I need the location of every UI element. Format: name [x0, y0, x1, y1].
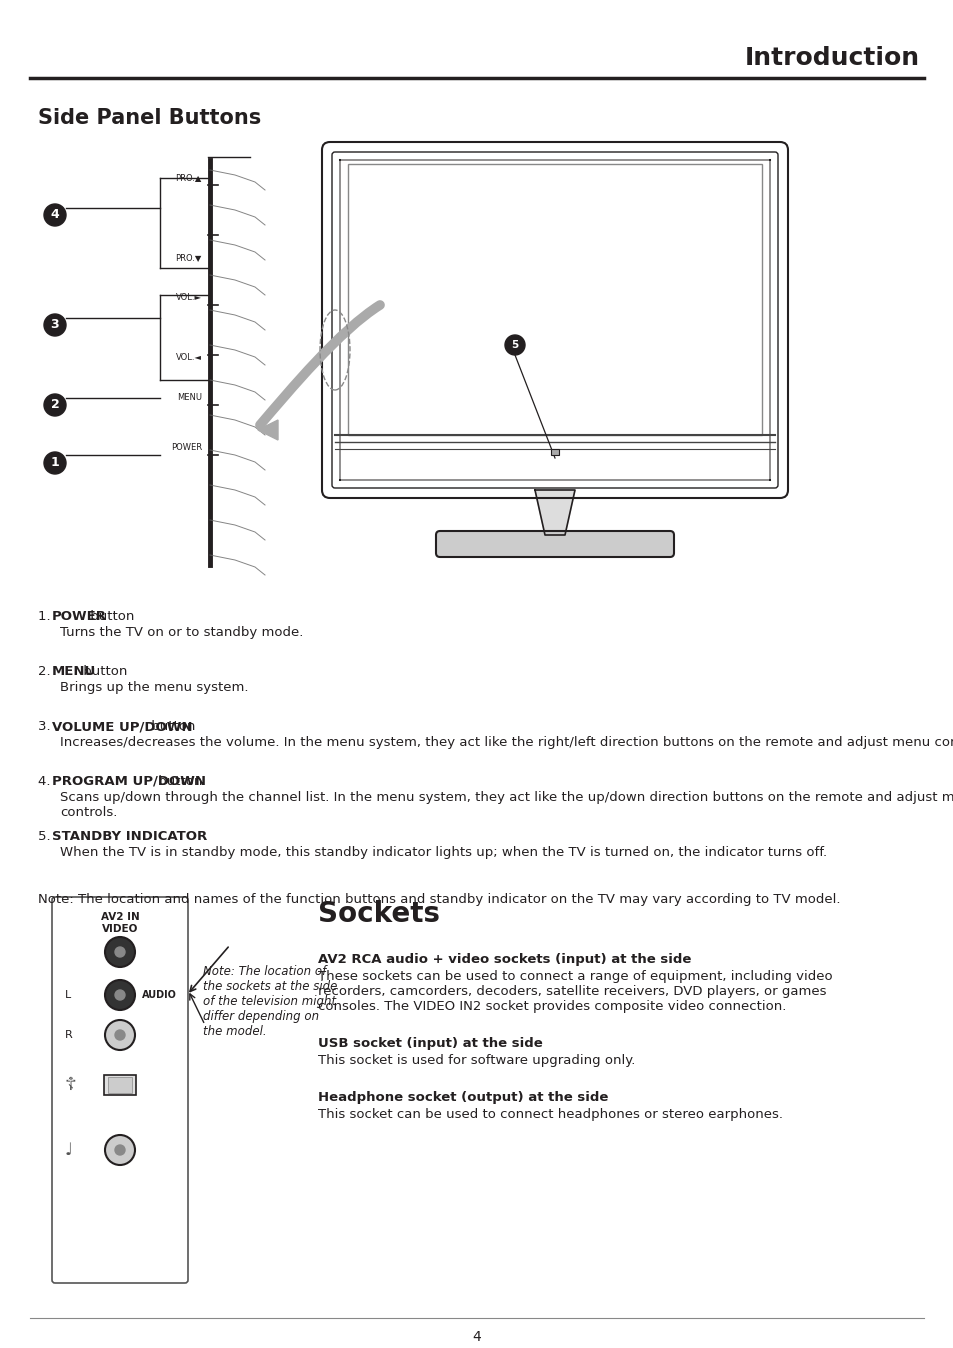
Circle shape — [105, 937, 135, 967]
Text: Turns the TV on or to standby mode.: Turns the TV on or to standby mode. — [60, 625, 303, 639]
Text: These sockets can be used to connect a range of equipment, including video
recor: These sockets can be used to connect a r… — [317, 971, 832, 1012]
Text: VOLUME UP/DOWN: VOLUME UP/DOWN — [52, 720, 193, 733]
Text: POWER: POWER — [171, 443, 202, 453]
Text: Sockets: Sockets — [317, 900, 439, 927]
Bar — [108, 1077, 132, 1093]
Text: button: button — [147, 720, 195, 733]
Text: 3.: 3. — [38, 720, 55, 733]
Text: L: L — [65, 989, 71, 1000]
FancyBboxPatch shape — [436, 531, 673, 557]
Circle shape — [115, 948, 125, 957]
Text: Scans up/down through the channel list. In the menu system, they act like the up: Scans up/down through the channel list. … — [60, 791, 953, 820]
Text: MENU: MENU — [177, 394, 202, 403]
Circle shape — [44, 204, 66, 226]
Circle shape — [44, 452, 66, 474]
Text: VOL.◄: VOL.◄ — [175, 353, 202, 363]
Text: VOL.►: VOL.► — [175, 294, 202, 302]
Text: R: R — [65, 1030, 72, 1041]
Text: This socket is used for software upgrading only.: This socket is used for software upgradi… — [317, 1054, 635, 1068]
Circle shape — [105, 980, 135, 1010]
Bar — [104, 1074, 136, 1095]
Text: 2: 2 — [51, 399, 59, 411]
Text: Note: The location and names of the function buttons and standby indicator on th: Note: The location and names of the func… — [38, 892, 840, 906]
Circle shape — [115, 989, 125, 1000]
Text: 5: 5 — [511, 340, 518, 350]
Text: Increases/decreases the volume. In the menu system, they act like the right/left: Increases/decreases the volume. In the m… — [60, 736, 953, 749]
Text: VIDEO: VIDEO — [102, 923, 138, 934]
Bar — [551, 449, 558, 456]
Text: Side Panel Buttons: Side Panel Buttons — [38, 108, 261, 128]
Text: USB socket (input) at the side: USB socket (input) at the side — [317, 1037, 542, 1050]
Text: button: button — [153, 775, 202, 789]
Circle shape — [115, 1144, 125, 1155]
Text: AV2 IN: AV2 IN — [100, 913, 139, 922]
Text: When the TV is in standby mode, this standby indicator lights up; when the TV is: When the TV is in standby mode, this sta… — [60, 847, 826, 859]
Text: 1: 1 — [51, 457, 59, 469]
Circle shape — [504, 336, 524, 355]
Polygon shape — [535, 491, 575, 535]
Text: 4: 4 — [472, 1330, 481, 1344]
Text: PROGRAM UP/DOWN: PROGRAM UP/DOWN — [52, 775, 206, 789]
Circle shape — [105, 1135, 135, 1165]
Text: 5.: 5. — [38, 830, 55, 842]
Text: AUDIO: AUDIO — [142, 989, 177, 1000]
Text: 1.: 1. — [38, 611, 55, 623]
Text: MENU: MENU — [52, 665, 96, 678]
Text: button: button — [86, 611, 134, 623]
Text: AV2 RCA audio + video sockets (input) at the side: AV2 RCA audio + video sockets (input) at… — [317, 953, 691, 967]
Text: 2.: 2. — [38, 665, 55, 678]
Text: button: button — [79, 665, 128, 678]
Text: PRO.▼: PRO.▼ — [175, 253, 202, 263]
Text: This socket can be used to connect headphones or stereo earphones.: This socket can be used to connect headp… — [317, 1108, 782, 1122]
Text: Headphone socket (output) at the side: Headphone socket (output) at the side — [317, 1091, 608, 1104]
Polygon shape — [257, 421, 277, 439]
Circle shape — [115, 1030, 125, 1041]
Text: Introduction: Introduction — [744, 46, 919, 70]
Text: Note: The location of
the sockets at the side
of the television might
differ dep: Note: The location of the sockets at the… — [203, 965, 337, 1038]
Text: ♩: ♩ — [65, 1140, 72, 1159]
Bar — [348, 164, 761, 435]
Text: 4: 4 — [51, 209, 59, 221]
Circle shape — [44, 314, 66, 336]
Text: PRO.▲: PRO.▲ — [175, 174, 202, 182]
Circle shape — [44, 394, 66, 417]
FancyBboxPatch shape — [52, 896, 188, 1283]
Text: ☦: ☦ — [65, 1076, 76, 1095]
Text: 3: 3 — [51, 318, 59, 332]
Text: POWER: POWER — [52, 611, 107, 623]
Circle shape — [105, 1020, 135, 1050]
Text: Brings up the menu system.: Brings up the menu system. — [60, 681, 248, 694]
Text: 4.: 4. — [38, 775, 54, 789]
Text: STANDBY INDICATOR: STANDBY INDICATOR — [52, 830, 207, 842]
